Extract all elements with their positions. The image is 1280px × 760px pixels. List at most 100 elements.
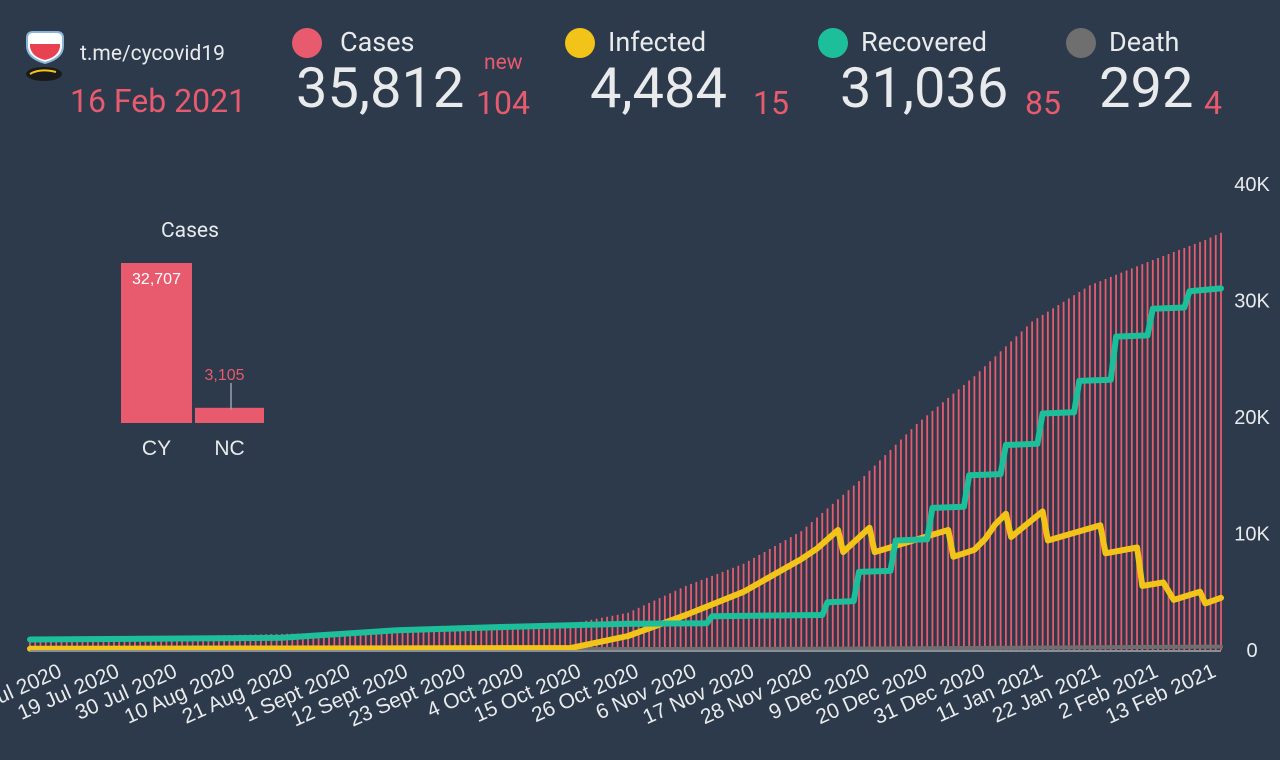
cases-bar [1067,298,1070,650]
cases-bar [1025,326,1028,650]
cases-bar [417,630,420,650]
cases-bar [196,635,199,650]
y-tick-label: 20K [1234,407,1270,429]
cases-bar [931,410,934,650]
cases-bar [768,548,771,650]
cases-bar [690,583,692,650]
cases-bar [621,613,624,650]
cases-bar [1109,276,1112,650]
cases-bar [1193,243,1196,650]
cases-bar [102,637,105,650]
cases-bar [301,633,304,650]
cases-bar [1162,256,1165,650]
cases-bar [286,633,288,650]
cases-bar [952,393,955,650]
cases-bar [973,376,976,650]
cases-bar [548,624,551,650]
cases-bar [354,632,357,650]
cases-bar [1083,288,1086,650]
cases-bar [753,557,755,650]
cases-bar [564,624,567,650]
mini-bar-value-label: 3,105 [204,367,244,384]
cases-bar [1141,264,1144,650]
cases-bar [1004,346,1007,650]
cases-bar [55,637,58,650]
cases-bar [422,630,425,650]
cases-bar [312,633,315,650]
cases-bar [44,638,47,650]
recovered-delta: 85 [1025,84,1061,122]
y-tick-label: 10K [1234,524,1270,546]
death-value: 292 [1099,55,1194,121]
cases-bar [370,631,372,650]
cases-bar [716,573,719,650]
cases-bar [359,631,362,650]
cases-bar [837,499,839,650]
cases-bar [475,628,477,650]
cases-bar [107,637,110,650]
cases-bar [29,638,31,650]
mini-category-label: NC [214,437,244,460]
cases-bar [1115,274,1117,650]
cases-bar [401,630,404,650]
cases-bar [86,637,89,650]
cases-bar [139,636,142,650]
cases-bar [978,371,981,650]
cases-bar [742,563,745,650]
cases-bar [385,631,388,650]
cases-bar [999,351,1002,650]
cases-bar [632,610,635,650]
cases-bar [501,626,504,650]
cases-bar [590,619,593,650]
cases-bar [852,485,855,650]
cases-bar [1136,266,1138,650]
cases-bar [1062,301,1065,650]
cases-bar [1188,245,1191,650]
cases-bar [191,635,194,650]
cases-bar [863,475,866,650]
cases-bar [412,630,414,650]
cases-bar [779,543,782,650]
cases-bar [1046,311,1049,650]
channel-link[interactable]: t.me/cycovid19 [80,42,225,66]
cases-bar [448,629,451,650]
cases-bar [338,632,341,650]
cases-bar [123,636,126,650]
cases-bar [1094,283,1096,650]
cases-bar [71,637,73,650]
cases-bar [868,470,871,650]
cases-bar [795,534,797,650]
cases-bar [265,634,268,650]
cases-bar [1146,262,1149,650]
cases-bar [936,406,939,650]
cases-bar [490,627,493,650]
cases-bar [1036,318,1039,650]
cases-bar [113,636,115,650]
cases-bar [333,632,336,650]
cases-bar [595,618,598,650]
cases-bars [29,232,1222,651]
cases-bar [233,634,236,650]
mini-bar [195,407,264,423]
cases-bar [254,634,257,650]
cases-bar [1088,285,1091,650]
cases-bar [538,625,540,650]
cases-bar [275,634,278,650]
mini-category-label: CY [142,437,171,460]
cases-bar [50,638,52,650]
cases-bar [637,607,640,650]
cases-bar [1209,237,1212,650]
cases-bar [873,465,876,650]
cases-bar [1052,308,1055,650]
cases-bar [92,637,94,650]
mini-chart-title: Cases [161,219,219,243]
cases-bar [128,636,131,650]
cases-bar [1010,341,1013,650]
cases-bar [296,633,299,650]
y-tick-label: 40K [1234,174,1270,196]
death-delta: 4 [1204,84,1222,122]
cases-bar [774,545,776,650]
cases-bar [34,638,37,650]
cases-bar [427,629,430,650]
